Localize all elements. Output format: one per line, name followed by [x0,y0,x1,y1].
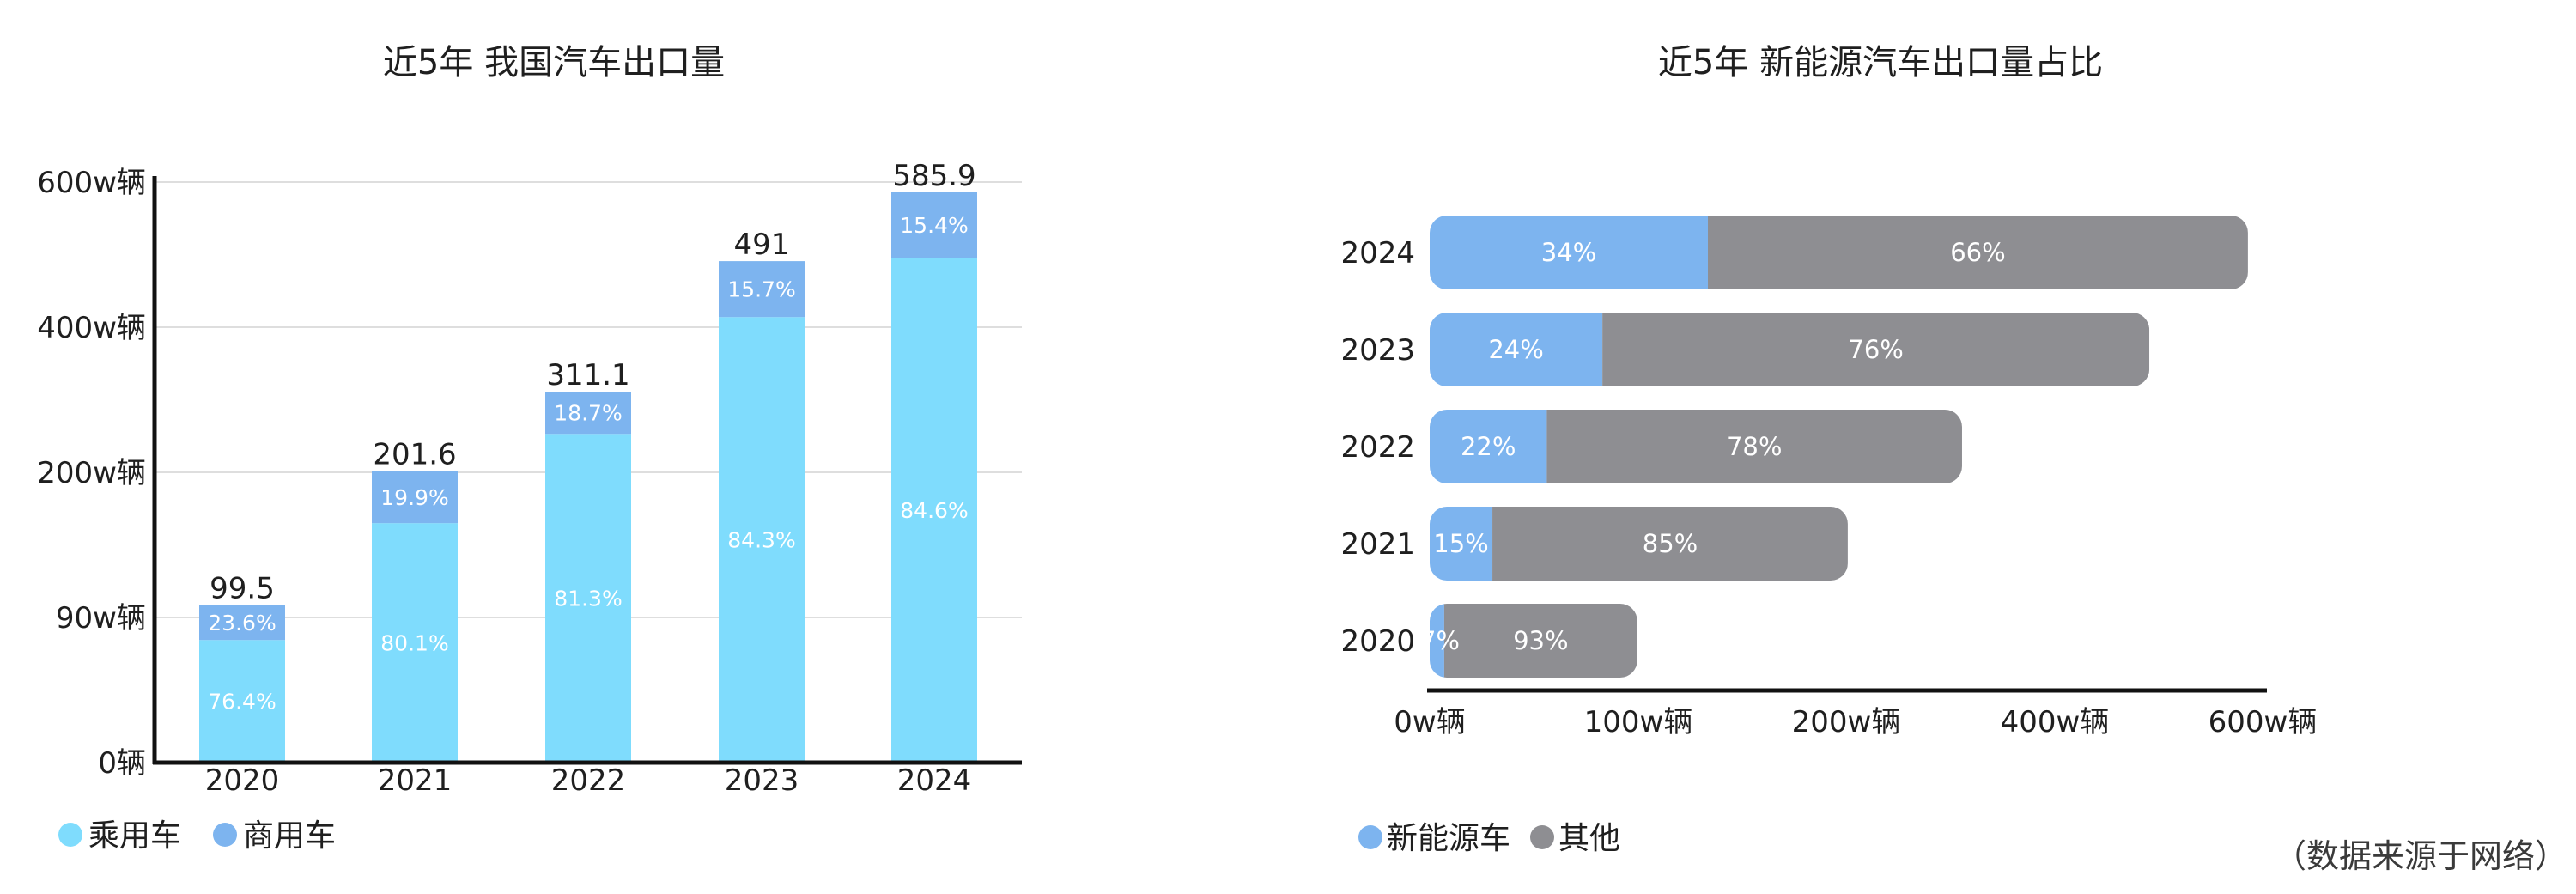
bar-commercial-share-label: 15.4% [900,213,968,238]
left-x-tick-label: 2020 [205,763,280,798]
hbar-nev-share-label: 7% [1420,626,1460,655]
left-y-tick-label: 200w辆 [37,456,146,490]
data-source-note: （数据来源于网络） [2274,837,2567,875]
hbar-other-segment [1443,604,1637,678]
legend-swatch-passenger [58,823,82,847]
legend-label-passenger: 乘用车 [88,818,181,854]
bar-passenger-share-label: 81.3% [554,587,622,611]
left-legend: 乘用车 商用车 [58,818,336,854]
left-y-tick-label: 90w辆 [56,601,146,636]
bar-commercial-share-label: 19.9% [380,485,448,510]
bar-total-label: 585.9 [892,159,975,193]
hbar-row: 15% 85% [1430,507,1848,581]
right-y-label: 2020 [1340,624,1415,659]
bar-passenger [199,640,285,763]
left-x-tick-label: 2023 [725,763,799,798]
bar-total-label: 201.6 [373,438,456,472]
bar-passenger [719,317,805,763]
hbar-other-segment [1492,507,1848,581]
left-y-tick-label: 600w辆 [37,166,146,200]
export-volume-chart: 近5年 我国汽车出口量 0辆 90w辆 200w辆 400w辆 600w辆 76.4% 2… [37,43,1022,854]
bar-total-label: 491 [734,228,790,262]
hbar-nev-share-label: 34% [1541,238,1596,267]
hbar-other-segment [1546,410,1962,483]
hbar-nev-segment [1430,410,1547,483]
left-y-tick-label: 400w辆 [37,311,146,345]
left-bars: 76.4% 23.6% 99.5 80.1% 19.9% 201.6 81.3% 18.7% 3… [199,159,977,763]
hbar-row: 7% 93% [1420,604,1637,678]
hbar-nev-segment [1430,313,1603,386]
left-y-tick-label: 0辆 [98,746,146,781]
bar-commercial [199,605,285,641]
right-x-tick-label: 100w辆 [1584,705,1693,739]
hbar-nev-segment [1430,216,1708,289]
right-x-tick-label: 400w辆 [2001,705,2110,739]
right-y-label: 2023 [1340,333,1415,368]
bar-commercial-share-label: 15.7% [727,277,795,302]
bar-total-label: 311.1 [546,358,629,392]
hbar-other-share-label: 85% [1643,529,1698,558]
legend-label-nev: 新能源车 [1387,821,1510,856]
legend-label-other: 其他 [1558,821,1620,856]
right-bars: 34% 66% 24% 76% 22% 78% 15% 85% 7% 93% [1420,216,2248,678]
right-y-label: 2024 [1340,236,1415,271]
right-x-axis-ticks: 0w辆 100w辆 200w辆 400w辆 600w辆 [1394,705,2317,739]
right-legend: 新能源车 其他 [1358,821,1620,856]
hbar-row: 22% 78% [1430,410,1962,483]
hbar-row: 34% 66% [1430,216,2248,289]
hbar-nev-share-label: 24% [1488,335,1543,364]
hbar-nev-segment [1430,507,1493,581]
hbar-other-share-label: 78% [1727,432,1782,461]
right-y-label: 2021 [1340,527,1415,562]
bar-commercial [719,261,805,318]
bar-passenger [372,523,458,763]
right-x-tick-label: 600w辆 [2208,705,2318,739]
right-chart-title: 近5年 新能源汽车出口量占比 [1658,43,2103,82]
legend-label-commercial: 商用车 [243,818,336,854]
hbar-nev-share-label: 22% [1461,432,1516,461]
bar-passenger-share-label: 76.4% [208,690,276,715]
left-x-tick-label: 2021 [378,763,453,798]
left-x-tick-label: 2024 [897,763,972,798]
hbar-other-segment [1602,313,2150,386]
left-axes [152,176,1022,765]
bar-commercial-share-label: 18.7% [554,401,622,426]
right-x-tick-label: 0w辆 [1394,705,1465,739]
hbar-nev-segment [1430,604,1444,678]
nev-share-chart: 近5年 新能源汽车出口量占比 34% 66% 24% 76% 22% 78% 15% 85% 7… [1340,43,2317,856]
bar-passenger-share-label: 84.3% [727,528,795,553]
left-chart-title: 近5年 我国汽车出口量 [383,43,725,82]
legend-swatch-other [1530,825,1554,849]
right-y-label: 2022 [1340,430,1415,465]
hbar-nev-share-label: 15% [1433,529,1488,558]
left-x-axis-ticks: 2020 2021 2022 2023 2024 [205,763,972,798]
hbar-row: 24% 76% [1430,313,2150,386]
bar-commercial [372,471,458,524]
bar-passenger [545,434,631,763]
left-x-tick-label: 2022 [551,763,626,798]
right-x-tick-label: 200w辆 [1792,705,1901,739]
hbar-other-share-label: 66% [1950,238,2005,267]
left-y-axis-ticks: 0辆 90w辆 200w辆 400w辆 600w辆 [37,166,146,781]
hbar-other-share-label: 76% [1848,335,1903,364]
legend-swatch-nev [1358,825,1382,849]
bar-passenger-share-label: 80.1% [380,631,448,656]
bar-passenger [891,258,977,763]
hbar-other-segment [1707,216,2248,289]
hbar-other-share-label: 93% [1513,626,1568,655]
bar-commercial [545,392,631,435]
legend-swatch-commercial [213,823,237,847]
bar-passenger-share-label: 84.6% [900,498,968,523]
bar-commercial [891,192,977,258]
bar-total-label: 99.5 [210,571,275,605]
bar-commercial-share-label: 23.6% [208,611,276,636]
right-y-axis-labels: 2024 2023 2022 2021 2020 [1340,236,1415,659]
